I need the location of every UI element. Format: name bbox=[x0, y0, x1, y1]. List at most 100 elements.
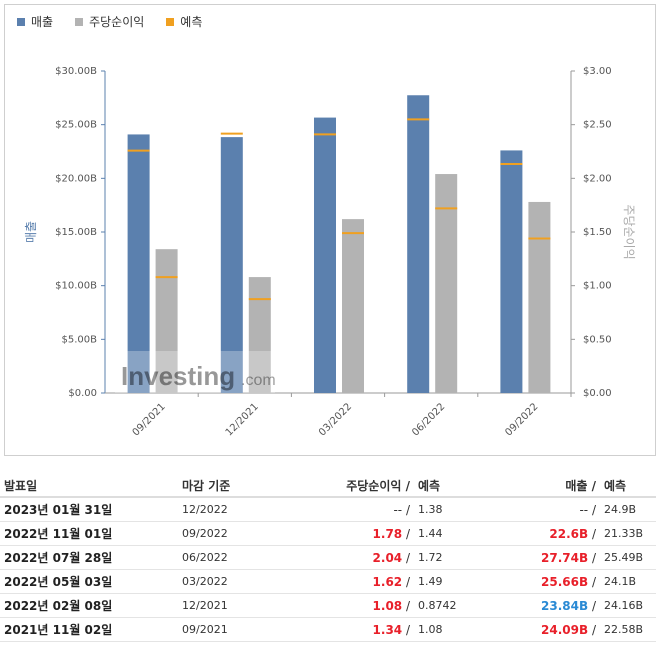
earnings-chart: 매출 주당순이익 예측 $0.00 $5.00B $10.00B $15.00B $20… bbox=[4, 4, 656, 456]
cell-period: 12/2021 bbox=[178, 593, 286, 618]
left-tick-label: $30.00B bbox=[55, 66, 97, 77]
cell-revenue-forecast-value: 24.9B bbox=[604, 503, 637, 516]
cell-eps-forecast-value: 0.8742 bbox=[418, 599, 457, 612]
header-revenue-forecast[interactable]: 예측 bbox=[600, 474, 656, 498]
right-tick-label: $2.50 bbox=[583, 120, 612, 131]
left-tick-label: $5.00B bbox=[62, 334, 98, 345]
cell-revenue: 23.84B / bbox=[482, 593, 600, 618]
cell-revenue: 24.09B / bbox=[482, 617, 600, 642]
cell-eps: 1.08 / bbox=[286, 593, 414, 618]
cell-date-value: 2021년 11월 02일 bbox=[4, 623, 113, 637]
eps-bar bbox=[248, 277, 271, 393]
table-row: 2022년 07월 28일 06/2022 2.04 / 1.72 27.74B / 25… bbox=[0, 545, 656, 570]
cell-eps: -- / bbox=[286, 497, 414, 522]
cell-eps-slash: / bbox=[402, 598, 410, 613]
cell-date-value: 2022년 05월 03일 bbox=[4, 575, 113, 589]
table-row: 2022년 02월 08일 12/2021 1.08 / 0.8742 23.84B /… bbox=[0, 593, 656, 618]
cell-period: 06/2022 bbox=[178, 545, 286, 570]
legend-item-forecast[interactable]: 예측 bbox=[166, 13, 202, 30]
cell-eps-forecast-value: 1.49 bbox=[418, 575, 443, 588]
revenue-bar bbox=[127, 134, 150, 393]
cell-revenue-slash: / bbox=[588, 574, 596, 589]
chart-plot: $0.00 $5.00B $10.00B $15.00B $20.00B $25.00B $… bbox=[24, 66, 636, 438]
header-period[interactable]: 마감 기준 bbox=[178, 474, 286, 498]
table-row: 2021년 11월 02일 09/2021 1.34 / 1.08 24.09B / 22… bbox=[0, 617, 656, 642]
cell-revenue: 25.66B / bbox=[482, 569, 600, 594]
cell-eps-forecast: 1.38 bbox=[414, 497, 482, 522]
x-tick-label: 06/2022 bbox=[410, 401, 447, 438]
cell-eps: 2.04 / bbox=[286, 545, 414, 570]
header-eps[interactable]: 주당순이익 / bbox=[286, 474, 414, 498]
cell-revenue: -- / bbox=[482, 497, 600, 522]
header-eps-label: 주당순이익 bbox=[346, 478, 402, 493]
cell-revenue-forecast: 24.1B bbox=[600, 569, 656, 594]
cell-eps-slash: / bbox=[402, 622, 410, 637]
right-tick-label: $0.50 bbox=[583, 334, 612, 345]
legend-item-eps[interactable]: 주당순이익 bbox=[75, 13, 144, 30]
table-row: 2023년 01월 31일 12/2022 -- / 1.38 -- / 24.9B bbox=[0, 497, 656, 522]
cell-eps-forecast-value: 1.08 bbox=[418, 623, 443, 636]
cell-eps-value: 1.08 bbox=[372, 598, 403, 613]
cell-period-value: 06/2022 bbox=[182, 551, 228, 564]
cell-period: 03/2022 bbox=[178, 569, 286, 594]
right-tick-label: $1.50 bbox=[583, 227, 612, 238]
legend-label-eps: 주당순이익 bbox=[89, 15, 145, 29]
cell-eps: 1.78 / bbox=[286, 521, 414, 546]
cell-date-value: 2022년 02월 08일 bbox=[4, 599, 113, 613]
cell-revenue-forecast-value: 24.16B bbox=[604, 599, 644, 612]
eps-bar bbox=[155, 249, 178, 393]
header-date[interactable]: 발표일 bbox=[0, 474, 178, 498]
cell-date-value: 2022년 11월 01일 bbox=[4, 527, 113, 541]
header-eps-forecast[interactable]: 예측 bbox=[414, 474, 482, 498]
right-tick-label: $3.00 bbox=[583, 66, 612, 77]
cell-eps-value: 1.62 bbox=[372, 574, 403, 589]
legend-item-revenue[interactable]: 매출 bbox=[17, 13, 53, 30]
cell-revenue-value: 22.6B bbox=[549, 526, 589, 541]
chart-legend: 매출 주당순이익 예측 bbox=[17, 13, 202, 30]
cell-eps-slash: / bbox=[402, 526, 410, 541]
cell-revenue-forecast-value: 22.58B bbox=[604, 623, 644, 636]
left-tick-label: $0.00 bbox=[68, 388, 97, 399]
cell-eps-value: 1.78 bbox=[372, 526, 403, 541]
legend-label-revenue: 매출 bbox=[31, 15, 54, 29]
cell-eps-slash: / bbox=[402, 550, 410, 565]
cell-revenue-forecast: 22.58B bbox=[600, 617, 656, 642]
cell-revenue-forecast: 24.9B bbox=[600, 497, 656, 522]
cell-date: 2022년 05월 03일 bbox=[0, 569, 178, 594]
cell-revenue-slash: / bbox=[588, 550, 596, 565]
revenue-bar bbox=[500, 150, 523, 393]
revenue-bar bbox=[220, 137, 243, 393]
x-tick-label: 09/2022 bbox=[503, 401, 540, 438]
cell-date-value: 2023년 01월 31일 bbox=[4, 503, 113, 517]
left-tick-label: $15.00B bbox=[55, 227, 97, 238]
cell-eps-forecast: 1.49 bbox=[414, 569, 482, 594]
watermark-brand: Investing bbox=[121, 361, 235, 391]
header-revenue-label: 매출 bbox=[565, 478, 588, 493]
right-axis-title: 주당순이익 bbox=[622, 204, 636, 259]
cell-revenue-forecast: 21.33B bbox=[600, 521, 656, 546]
header-revenue[interactable]: 매출 / bbox=[482, 474, 600, 498]
eps-bar bbox=[435, 174, 458, 393]
cell-eps-forecast: 0.8742 bbox=[414, 593, 482, 618]
cell-period-value: 03/2022 bbox=[182, 575, 228, 588]
cell-date-value: 2022년 07월 28일 bbox=[4, 551, 113, 565]
eps-swatch bbox=[75, 17, 84, 26]
cell-date: 2022년 11월 01일 bbox=[0, 521, 178, 546]
cell-revenue-value: -- bbox=[579, 502, 589, 517]
cell-date: 2023년 01월 31일 bbox=[0, 497, 178, 522]
header-revenue-slash: / bbox=[591, 478, 596, 493]
cell-period: 09/2022 bbox=[178, 521, 286, 546]
cell-date: 2021년 11월 02일 bbox=[0, 617, 178, 642]
table-row: 2022년 05월 03일 03/2022 1.62 / 1.49 25.66B / 24… bbox=[0, 569, 656, 594]
cell-revenue-slash: / bbox=[588, 526, 596, 541]
cell-eps-forecast-value: 1.44 bbox=[418, 527, 443, 540]
revenue-bar bbox=[407, 95, 430, 394]
cell-eps-value: 2.04 bbox=[372, 550, 403, 565]
investing-watermark: Investing .com bbox=[115, 351, 276, 393]
cell-revenue-forecast-value: 25.49B bbox=[604, 551, 644, 564]
cell-eps: 1.34 / bbox=[286, 617, 414, 642]
eps-bar bbox=[342, 219, 364, 393]
cell-eps-forecast: 1.44 bbox=[414, 521, 482, 546]
cell-period-value: 09/2022 bbox=[182, 527, 228, 540]
cell-revenue-forecast: 24.16B bbox=[600, 593, 656, 618]
